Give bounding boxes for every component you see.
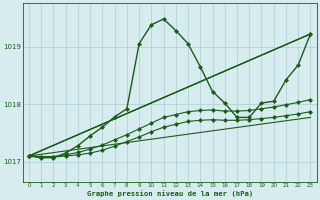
X-axis label: Graphe pression niveau de la mer (hPa): Graphe pression niveau de la mer (hPa) [87,190,253,197]
